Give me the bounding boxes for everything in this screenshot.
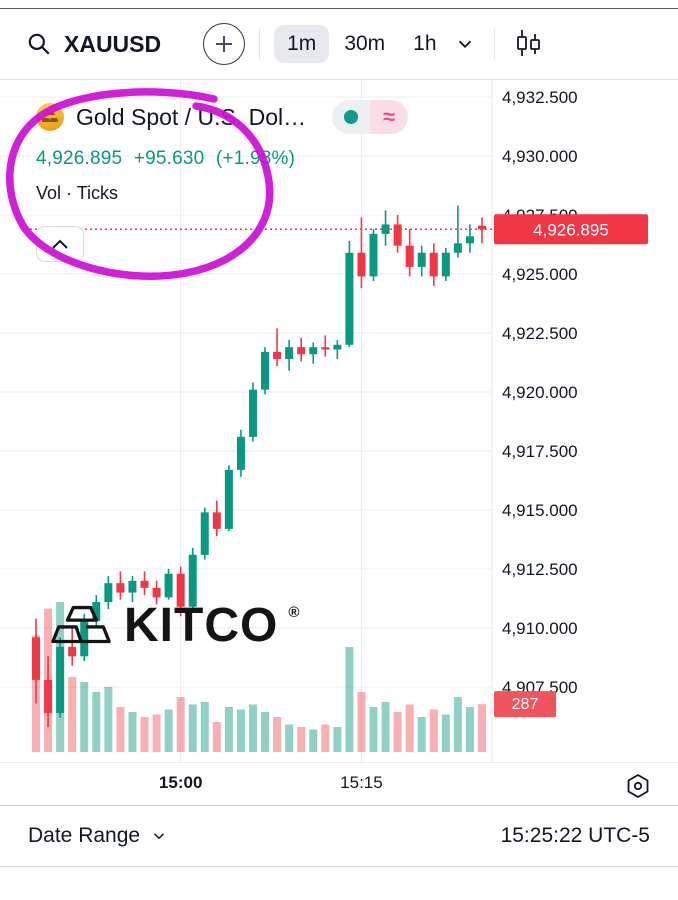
chevron-down-icon xyxy=(454,33,476,55)
search-icon xyxy=(26,31,52,57)
time-tick-labels: 15:00 15:15 xyxy=(0,763,678,806)
toolbar-divider xyxy=(259,29,261,59)
legend-title-row: Gold Spot / U.S. Dol… ≈ xyxy=(36,100,409,134)
svg-text:4,922.500: 4,922.500 xyxy=(502,324,578,343)
chart-area[interactable]: 4,932.5004,930.0004,927.5004,925.0004,92… xyxy=(0,80,678,762)
price-chart[interactable]: 4,932.5004,930.0004,927.5004,925.0004,92… xyxy=(0,80,678,762)
legend-price-row: 4,926.895 +95.630 (+1.98%) xyxy=(36,148,408,170)
svg-text:4,920.000: 4,920.000 xyxy=(502,383,578,402)
svg-text:287: 287 xyxy=(512,696,539,713)
timeframe-1h[interactable]: 1h xyxy=(400,25,449,63)
date-range-label: Date Range xyxy=(28,824,141,847)
svg-text:4,917.500: 4,917.500 xyxy=(502,442,578,461)
add-symbol-button[interactable] xyxy=(203,23,246,65)
chart-toolbar: XAUUSD 1m 30m 1h xyxy=(0,9,678,80)
chevron-down-icon xyxy=(150,827,168,845)
registered-mark: ® xyxy=(288,604,300,621)
time-axis-label: 15:15 xyxy=(340,773,383,792)
svg-text:4,910.000: 4,910.000 xyxy=(502,619,578,638)
svg-text:4,926.895: 4,926.895 xyxy=(533,220,609,239)
approx-segment: ≈ xyxy=(370,100,409,134)
timeframe-selector: 1m 30m 1h xyxy=(274,25,449,63)
timeframe-30m[interactable]: 30m xyxy=(331,25,398,63)
change-percent-text: (+1.98%) xyxy=(215,148,296,169)
date-range-button[interactable]: Date Range xyxy=(28,824,168,848)
clock-label: 15:25:22 UTC-5 xyxy=(500,824,650,847)
svg-text:4,930.000: 4,930.000 xyxy=(502,147,578,166)
chart-legend: Gold Spot / U.S. Dol… ≈ 4,926.895 +95.63… xyxy=(36,100,409,262)
symbol-label: XAUUSD xyxy=(64,30,162,57)
visibility-dot-segment xyxy=(332,100,371,134)
timeframe-expand-button[interactable] xyxy=(450,29,480,59)
gold-bars-icon xyxy=(50,602,114,648)
plus-icon xyxy=(213,33,235,55)
toolbar-divider-2 xyxy=(493,29,495,59)
dot-indicator xyxy=(344,110,359,124)
price-axis-labels[interactable]: 4,932.5004,930.0004,927.5004,925.0004,92… xyxy=(502,88,578,697)
widget-top-border xyxy=(0,8,678,9)
hexagon-settings-icon xyxy=(624,772,652,800)
instrument-logo-icon xyxy=(36,103,64,131)
time-axis-label: 15:00 xyxy=(158,773,203,792)
volume-axis-badge: 287 xyxy=(494,691,556,718)
watermark-text: KITCO xyxy=(124,599,279,652)
svg-text:4,915.000: 4,915.000 xyxy=(502,501,578,520)
legend-visibility-toggle[interactable]: ≈ xyxy=(332,100,409,134)
svg-text:4,932.500: 4,932.500 xyxy=(502,88,578,107)
candles xyxy=(32,205,486,728)
change-text: +95.630 xyxy=(133,148,205,169)
chart-style-button[interactable] xyxy=(509,24,547,64)
svg-text:4,925.000: 4,925.000 xyxy=(502,265,578,284)
legend-collapse-button[interactable] xyxy=(36,226,84,262)
approx-icon: ≈ xyxy=(383,104,396,129)
time-axis-settings-button[interactable] xyxy=(622,770,654,802)
legend-title[interactable]: Gold Spot / U.S. Dol… xyxy=(76,103,307,130)
last-price-text: 4,926.895 xyxy=(36,148,123,169)
legend-indicator-label[interactable]: Vol · Ticks xyxy=(36,183,119,203)
footer-bar: Date Range 15:25:22 UTC-5 xyxy=(0,805,678,867)
last-price-badge: 4,926.895 xyxy=(494,214,648,245)
timeframe-1m[interactable]: 1m xyxy=(274,25,330,63)
kitco-watermark: KITCO ® xyxy=(50,602,299,650)
svg-text:4,912.500: 4,912.500 xyxy=(502,560,578,579)
symbol-search-button[interactable]: XAUUSD xyxy=(26,31,161,58)
candlestick-icon xyxy=(513,28,543,60)
time-axis[interactable]: 15:00 15:15 xyxy=(0,762,678,806)
chevron-up-icon xyxy=(50,237,70,251)
